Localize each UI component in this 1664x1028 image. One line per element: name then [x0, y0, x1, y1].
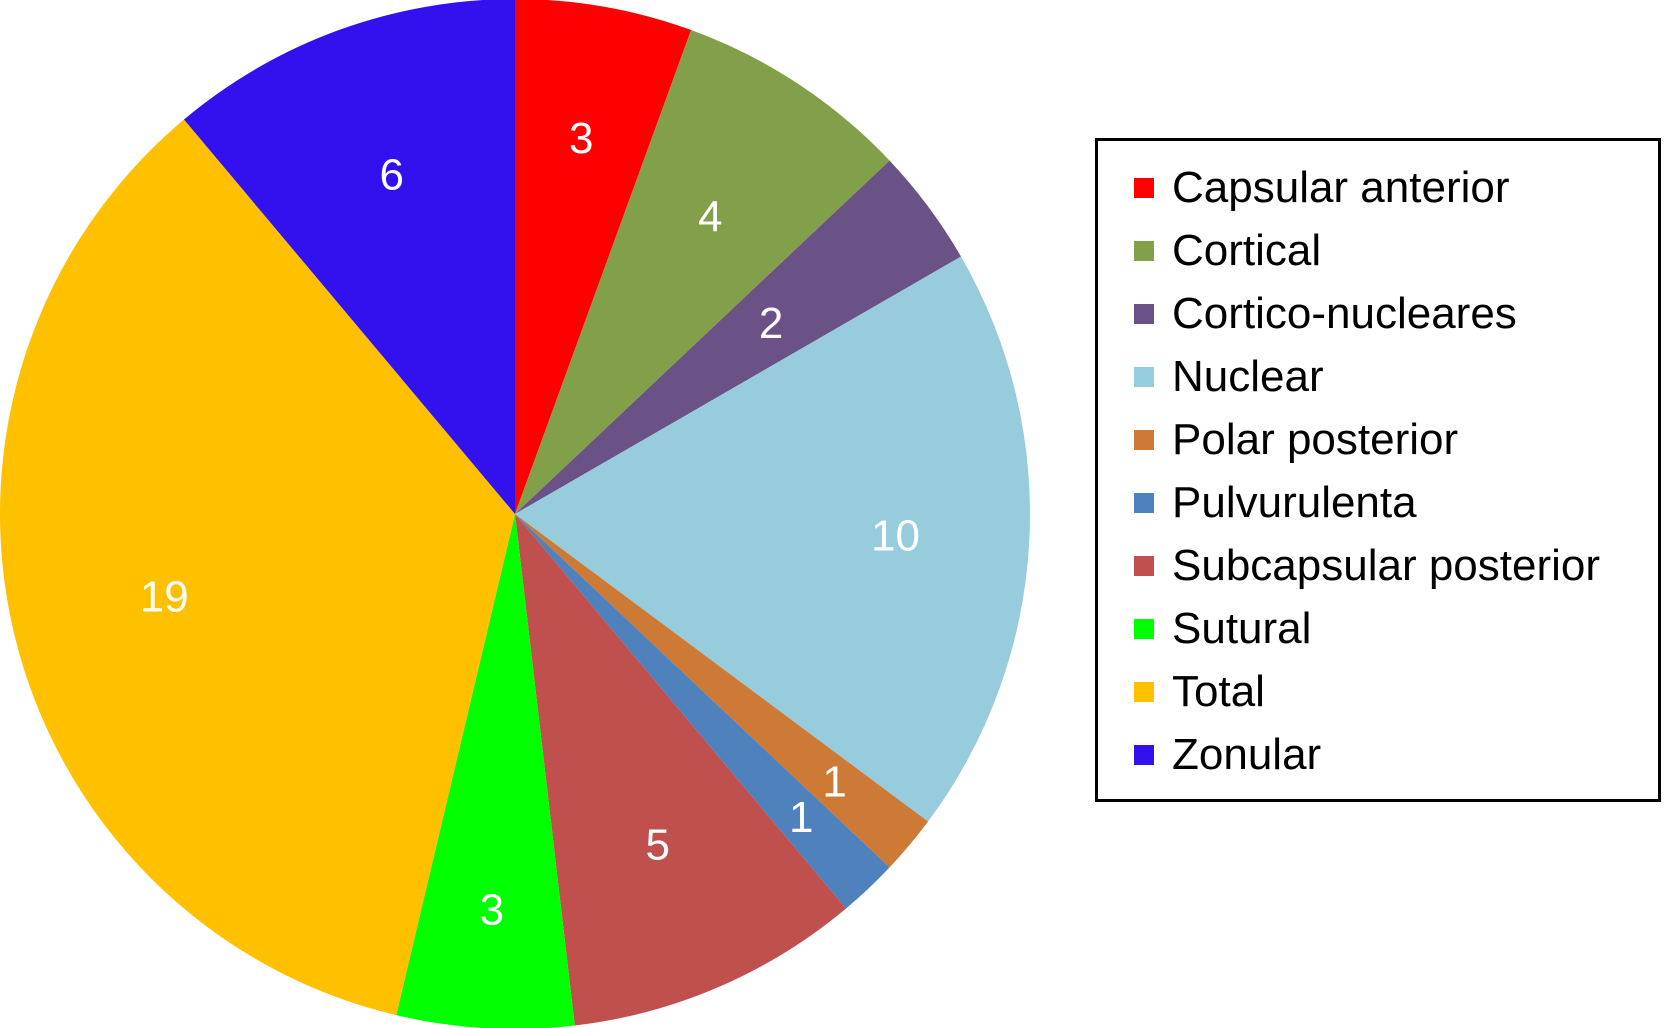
- legend-swatch: [1134, 745, 1154, 765]
- legend-swatch: [1134, 367, 1154, 387]
- legend-swatch: [1134, 619, 1154, 639]
- legend-swatch: [1134, 556, 1154, 576]
- legend-swatch: [1134, 241, 1154, 261]
- legend-swatch: [1134, 493, 1154, 513]
- legend-item: Nuclear: [1134, 352, 1324, 401]
- slice-value-label: 1: [789, 793, 813, 842]
- pie-slice-total: [0, 119, 515, 1016]
- legend-label: Cortical: [1172, 226, 1322, 275]
- pie-slice-capsular-anterior: [515, 0, 692, 514]
- legend-label: Subcapsular posterior: [1172, 541, 1601, 590]
- slice-value-label: 1: [822, 758, 846, 807]
- legend-swatch: [1134, 430, 1154, 450]
- legend-item: Capsular anterior: [1134, 163, 1510, 212]
- legend-swatch: [1134, 178, 1154, 198]
- slice-value-label: 6: [379, 151, 403, 200]
- slice-value-label: 3: [569, 114, 593, 163]
- legend-item: Pulvurulenta: [1134, 478, 1417, 527]
- legend-item: Polar posterior: [1134, 415, 1459, 464]
- legend-label: Sutural: [1172, 604, 1312, 653]
- slice-value-label: 19: [140, 573, 189, 622]
- legend-label: Capsular anterior: [1172, 163, 1510, 212]
- legend-label: Cortico-nucleares: [1172, 289, 1517, 338]
- pie-slice-nuclear: [515, 256, 1030, 822]
- pie-slice-zonular: [183, 0, 515, 514]
- slice-value-label: 4: [698, 193, 722, 242]
- pie-slice-cortical: [515, 30, 890, 515]
- slice-value-label: 10: [871, 512, 920, 561]
- legend-swatch: [1134, 304, 1154, 324]
- legend-swatch: [1134, 682, 1154, 702]
- slice-value-label: 2: [759, 299, 783, 348]
- legend-label: Total: [1172, 667, 1265, 716]
- legend-item: Sutural: [1134, 604, 1312, 653]
- legend-item: Cortico-nucleares: [1134, 289, 1517, 338]
- legend-label: Zonular: [1172, 730, 1322, 779]
- pie-slices: [0, 0, 1030, 1028]
- pie-slice-sutural: [396, 514, 575, 1028]
- legend-item: Subcapsular posterior: [1134, 541, 1601, 590]
- legend: Capsular anterior Cortical Cortico-nuclear…: [1095, 138, 1661, 802]
- legend-item: Zonular: [1134, 730, 1322, 779]
- slice-value-label: 5: [646, 821, 670, 870]
- pie-slice-cortico-nucleares: [515, 160, 961, 514]
- pie-slice-polar-posterior: [515, 514, 929, 868]
- pie-slice-subcapsular-posterior: [515, 514, 847, 1026]
- pie-slice-pulvurulenta: [515, 514, 890, 909]
- legend-item: Total: [1134, 667, 1265, 716]
- pie-value-labels: 3 4 2 10 11 5 3 19 6: [140, 114, 920, 934]
- legend-label: Nuclear: [1172, 352, 1324, 401]
- slice-value-label: 3: [480, 885, 504, 934]
- legend-label: Polar posterior: [1172, 415, 1459, 464]
- legend-item: Cortical: [1134, 226, 1322, 275]
- legend-label: Pulvurulenta: [1172, 478, 1417, 527]
